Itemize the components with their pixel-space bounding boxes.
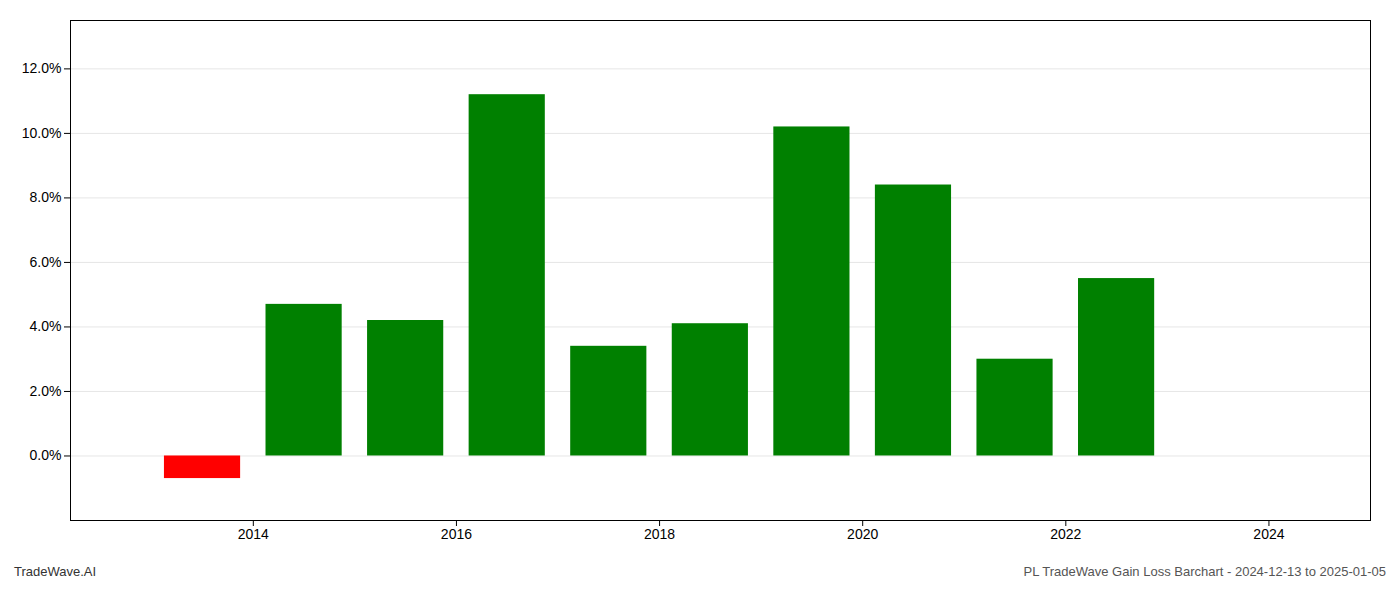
html-text:PL TradeWave Gain Loss Barchar: PL TradeWave Gain Loss Barchart - 2024-1… [1023,564,1386,579]
svg-text:2014: 2014 [238,526,269,542]
svg-text:6.0%: 6.0% [30,254,62,270]
svg-text:4.0%: 4.0% [30,318,62,334]
svg-text:10.0%: 10.0% [22,125,62,141]
html-text:TradeWave.AI: TradeWave.AI [14,564,97,579]
svg-text:2.0%: 2.0% [30,383,62,399]
svg-text:8.0%: 8.0% [30,189,62,205]
svg-text:12.0%: 12.0% [22,60,62,76]
svg-text:2016: 2016 [441,526,472,542]
svg-text:2024: 2024 [1253,526,1284,542]
svg-text:0.0%: 0.0% [30,447,62,463]
svg-text:2018: 2018 [644,526,675,542]
svg-text:2022: 2022 [1050,526,1081,542]
svg-text:2020: 2020 [847,526,878,542]
